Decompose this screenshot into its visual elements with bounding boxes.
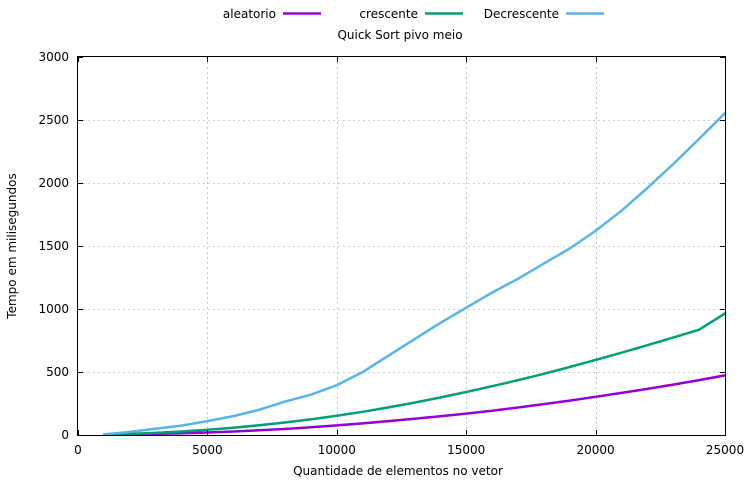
series-lines <box>102 111 727 436</box>
y-tick-label: 1000 <box>38 302 69 316</box>
legend-label: Decrescente <box>484 7 559 21</box>
x-tick-label: 5000 <box>192 443 223 457</box>
x-tick-label: 25000 <box>706 443 744 457</box>
x-tick-label: 20000 <box>577 443 615 457</box>
grid <box>78 57 725 435</box>
y-tick-label: 500 <box>46 365 69 379</box>
y-tick-label: 2000 <box>38 176 69 190</box>
y-tick-label: 2500 <box>38 113 69 127</box>
ticks: 0 5000 10000 15000 20000 25000 0 500 1000 1500 200… <box>38 50 744 457</box>
legend-label: aleatorio <box>223 7 276 21</box>
x-axis-label: Quantidade de elementos no vetor <box>293 464 503 478</box>
y-axis-label: Tempo em milisegundos <box>5 173 19 319</box>
series-line-aleatorio <box>102 374 727 436</box>
legend: aleatorio crescente Decrescente <box>223 7 604 21</box>
legend-label: crescente <box>359 7 418 21</box>
chart-title: Quick Sort pivo meio <box>337 28 462 42</box>
series-line-decrescente <box>102 111 727 436</box>
x-tick-label: 15000 <box>447 443 485 457</box>
x-tick-label: 10000 <box>318 443 356 457</box>
y-tick-label: 1500 <box>38 239 69 253</box>
plot-frame <box>77 56 726 436</box>
y-tick-label: 3000 <box>38 50 69 64</box>
x-tick-label: 0 <box>74 443 82 457</box>
series-line-crescente <box>102 312 727 436</box>
y-tick-label: 0 <box>61 428 69 442</box>
